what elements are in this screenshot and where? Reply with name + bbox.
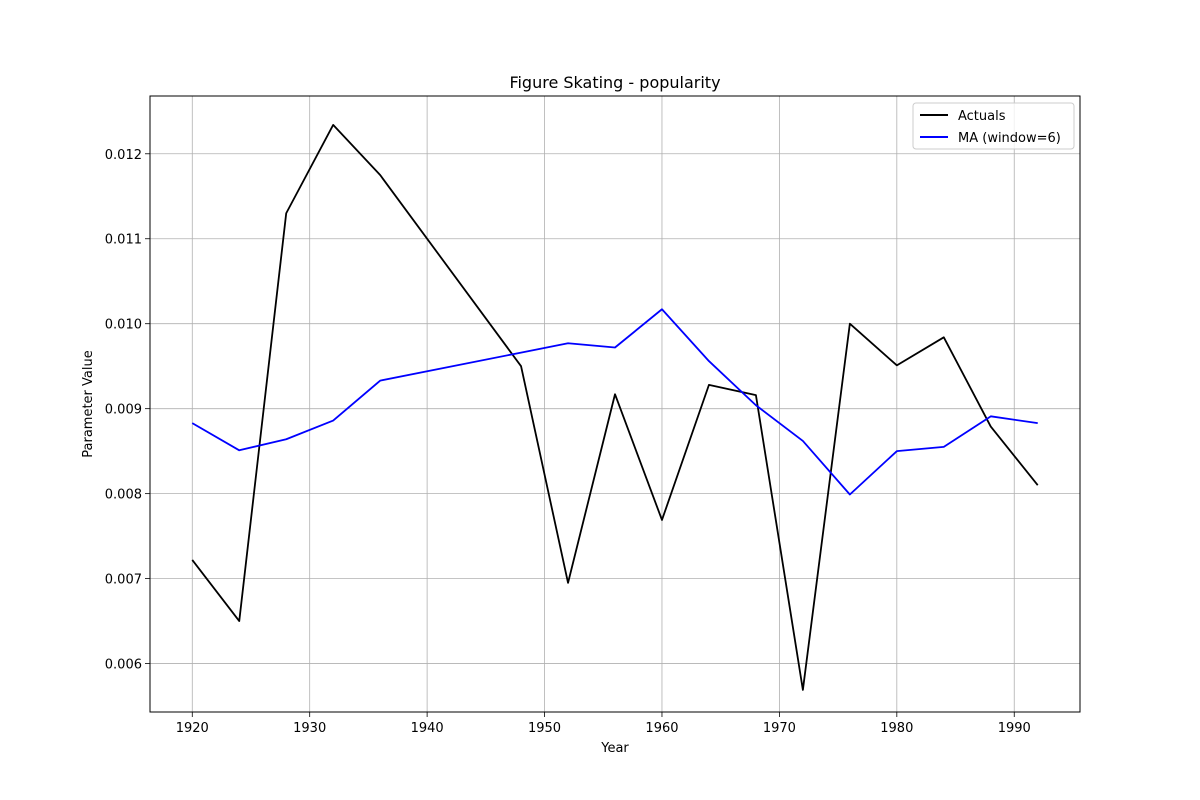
legend: Actuals MA (window=6) (912, 102, 1075, 150)
x-tick-label: 1920 (176, 721, 209, 736)
x-axis-label: Year (600, 741, 629, 756)
y-tick-label: 0.009 (105, 403, 142, 418)
plot-frame (149, 95, 1081, 713)
legend-label-ma: MA (window=6) (958, 131, 1061, 146)
y-tick-label: 0.007 (105, 573, 142, 588)
chart-title: Figure Skating - popularity (509, 73, 720, 92)
x-tick-label: 1990 (998, 721, 1031, 736)
y-axis-label: Parameter Value (81, 350, 96, 457)
legend-frame (912, 102, 1075, 150)
series-line-ma (191, 308, 1038, 496)
x-tick-label: 1960 (645, 721, 678, 736)
y-tick-label: 0.011 (105, 233, 142, 248)
series-group (191, 123, 1039, 691)
x-tick-label: 1930 (293, 721, 326, 736)
x-tick-label: 1950 (528, 721, 561, 736)
legend-label-actuals: Actuals (958, 109, 1006, 124)
y-tick-label: 0.012 (105, 148, 142, 163)
y-tick-label: 0.008 (105, 488, 142, 503)
series-line-actuals (191, 123, 1039, 691)
ticks: 1920 1930 1940 1950 1960 1970 1980 1990 0.006 0.0… (105, 148, 1031, 736)
x-tick-label: 1980 (880, 721, 913, 736)
grid (150, 96, 1080, 712)
y-tick-label: 0.006 (105, 658, 142, 673)
x-tick-label: 1940 (411, 721, 444, 736)
y-tick-label: 0.010 (105, 318, 142, 333)
x-tick-label: 1970 (763, 721, 796, 736)
